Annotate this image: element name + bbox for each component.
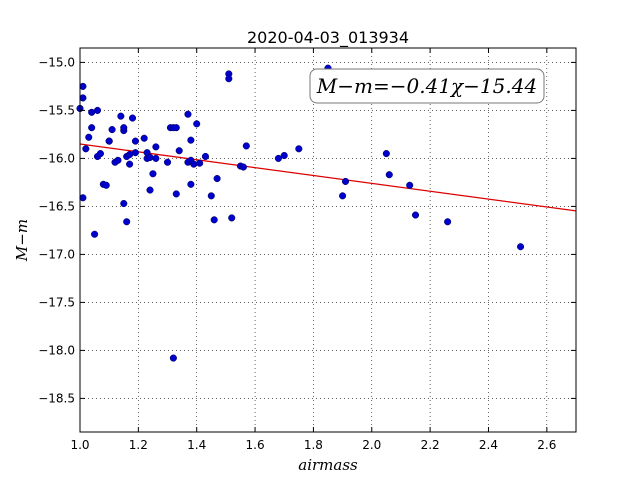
- data-point: [187, 136, 195, 144]
- y-tick-label: −16.0: [38, 151, 75, 165]
- y-tick-label: −16.5: [38, 199, 75, 213]
- data-point: [172, 190, 180, 198]
- data-point: [210, 216, 218, 224]
- ticks-layer: 1.0 1.2 1.4 1.6 1.8 2.0 2.2 2.4 2.6 −15.0 −15.5 −16…: [38, 48, 576, 452]
- data-point: [79, 82, 87, 90]
- data-point: [140, 134, 148, 142]
- x-tick-label: 2.4: [479, 438, 498, 452]
- plot-frame: [79, 47, 577, 433]
- data-point: [385, 171, 393, 179]
- data-point: [93, 106, 102, 114]
- data-point: [196, 159, 204, 167]
- data-point: [517, 243, 525, 251]
- x-tick-label: 1.2: [129, 438, 148, 452]
- y-tick-label: −17.5: [38, 295, 75, 309]
- data-point: [108, 126, 116, 134]
- data-point: [163, 158, 172, 166]
- x-tick-label: 2.6: [537, 438, 556, 452]
- data-point: [187, 180, 195, 188]
- data-point: [117, 112, 125, 120]
- data-point: [128, 114, 137, 122]
- data-point: [406, 181, 414, 189]
- x-tick-label: 1.6: [246, 438, 265, 452]
- y-tick-label: −15.5: [38, 103, 75, 117]
- data-point: [146, 153, 154, 161]
- annotation-box: M−m=−0.41χ−15.44: [309, 68, 545, 104]
- data-point: [120, 199, 128, 208]
- data-point: [184, 110, 192, 118]
- data-point: [131, 149, 139, 157]
- data-point: [152, 154, 160, 162]
- x-tick-label: 1.4: [187, 438, 206, 452]
- data-point: [82, 145, 90, 153]
- x-tick-label: 2.0: [362, 438, 381, 452]
- data-point: [169, 354, 177, 362]
- x-axis-label: airmass: [298, 456, 358, 474]
- fit-equation: M−m=−0.41χ−15.44: [316, 74, 537, 98]
- annotation-frame: [309, 68, 545, 104]
- data-point: [201, 152, 210, 161]
- data-point: [96, 150, 104, 158]
- grid-layer: [79, 48, 576, 432]
- data-point: [146, 186, 154, 194]
- x-tick-label: 1.8: [304, 438, 323, 452]
- data-point: [295, 145, 303, 153]
- data-point: [239, 163, 247, 171]
- data-point: [88, 124, 96, 132]
- y-tick-label: −18.5: [38, 391, 75, 405]
- data-point: [274, 154, 282, 162]
- data-point: [114, 156, 122, 164]
- data-point: [341, 177, 350, 185]
- y-tick-label: −18.0: [38, 343, 75, 357]
- data-point: [79, 194, 87, 202]
- data-point: [207, 192, 215, 200]
- y-tick-label: −15.0: [38, 55, 75, 69]
- data-point: [102, 181, 110, 189]
- data-point: [339, 192, 347, 200]
- data-point: [105, 137, 113, 145]
- data-point: [91, 230, 99, 238]
- x-tick-label: 1.0: [70, 438, 89, 452]
- data-point: [79, 94, 87, 102]
- data-point: [85, 133, 93, 141]
- y-tick-label: −17.0: [38, 247, 75, 261]
- y-axis-label: M−m: [13, 219, 31, 262]
- data-point: [193, 120, 201, 128]
- data-point: [172, 124, 180, 132]
- data-point: [242, 142, 250, 150]
- x-tick-label: 2.2: [421, 438, 440, 452]
- points-layer: [76, 64, 525, 362]
- data-point: [131, 137, 139, 145]
- data-point: [444, 218, 452, 226]
- data-point: [225, 75, 233, 83]
- data-point: [411, 211, 420, 219]
- data-point: [152, 143, 160, 151]
- data-point: [123, 218, 131, 226]
- data-point: [280, 151, 288, 160]
- data-point: [228, 214, 236, 222]
- data-point: [149, 170, 157, 178]
- data-point: [190, 160, 198, 168]
- data-point: [120, 124, 128, 132]
- chart-title: 2020-04-03_013934: [247, 28, 409, 48]
- fit-line: [79, 143, 577, 212]
- data-point: [382, 150, 390, 158]
- data-point: [213, 175, 221, 183]
- data-point: [175, 147, 183, 155]
- fit-layer: [79, 143, 577, 212]
- data-point: [126, 160, 134, 168]
